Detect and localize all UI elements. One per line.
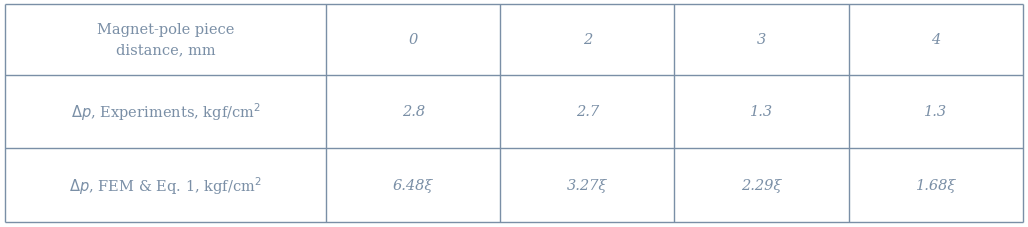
Text: 4: 4 bbox=[931, 33, 941, 47]
Text: 2.7: 2.7 bbox=[576, 105, 599, 119]
Text: 1.68ξ: 1.68ξ bbox=[916, 178, 956, 192]
Text: 1.3: 1.3 bbox=[750, 105, 773, 119]
Text: 3.27ξ: 3.27ξ bbox=[567, 178, 608, 192]
Text: $\it{\Delta}$$\it{p}$, FEM & Eq. 1, kgf/cm$^2$: $\it{\Delta}$$\it{p}$, FEM & Eq. 1, kgf/… bbox=[69, 175, 262, 196]
Text: 2.29ξ: 2.29ξ bbox=[741, 178, 781, 192]
Text: 2.8: 2.8 bbox=[402, 105, 425, 119]
Text: 6.48ξ: 6.48ξ bbox=[393, 178, 434, 192]
Text: 2: 2 bbox=[583, 33, 592, 47]
Text: 3: 3 bbox=[757, 33, 766, 47]
Text: Magnet-pole piece
distance, mm: Magnet-pole piece distance, mm bbox=[97, 23, 234, 57]
Text: 1.3: 1.3 bbox=[924, 105, 948, 119]
Text: 0: 0 bbox=[408, 33, 417, 47]
Text: $\it{\Delta}$$\it{p}$, Experiments, kgf/cm$^2$: $\it{\Delta}$$\it{p}$, Experiments, kgf/… bbox=[71, 101, 260, 123]
